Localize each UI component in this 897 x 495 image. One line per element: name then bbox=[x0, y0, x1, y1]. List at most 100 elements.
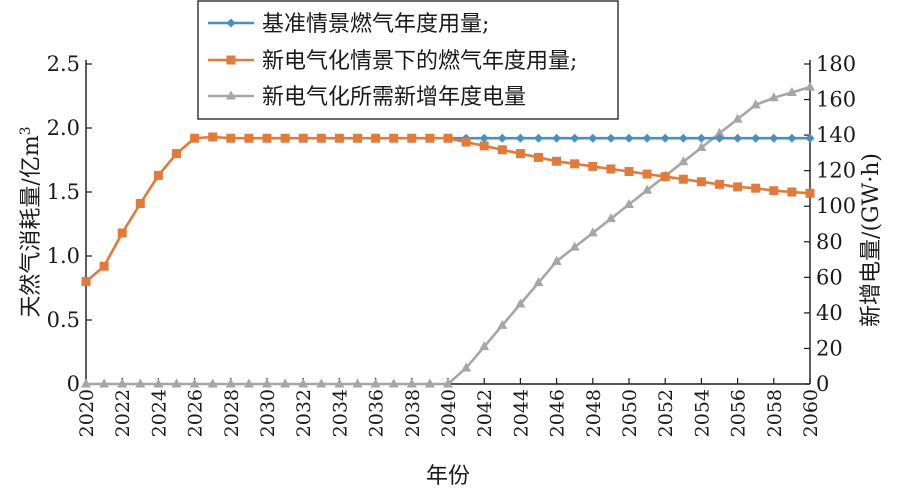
triangle-marker bbox=[714, 127, 725, 137]
triangle-marker bbox=[443, 378, 453, 388]
triangle-marker bbox=[171, 378, 182, 388]
triangle-marker bbox=[768, 92, 779, 102]
square-marker bbox=[334, 133, 344, 143]
square-marker bbox=[696, 177, 706, 187]
square-marker bbox=[606, 164, 616, 174]
x-tick-label: 2058 bbox=[764, 389, 786, 437]
x-tick-label: 2032 bbox=[293, 389, 315, 437]
square-marker bbox=[443, 133, 453, 143]
y-right-tick-label: 160 bbox=[816, 88, 856, 112]
diamond-marker bbox=[696, 133, 706, 143]
square-marker bbox=[81, 277, 91, 287]
diamond-marker bbox=[715, 133, 724, 143]
x-tick-label: 2036 bbox=[366, 389, 388, 437]
x-tick-label: 2056 bbox=[728, 389, 750, 437]
triangle-marker bbox=[189, 378, 200, 388]
triangle-marker bbox=[605, 213, 616, 223]
y-left-tick-label: 1.0 bbox=[47, 244, 80, 268]
square-marker bbox=[371, 133, 381, 143]
square-marker bbox=[316, 133, 326, 143]
square-marker bbox=[642, 169, 652, 179]
triangle-marker bbox=[461, 362, 472, 372]
x-tick-label: 2040 bbox=[438, 389, 460, 437]
diamond-marker bbox=[588, 133, 598, 143]
triangle-marker bbox=[117, 378, 128, 388]
x-tick-label: 2022 bbox=[112, 389, 134, 437]
triangle-marker bbox=[370, 378, 381, 388]
y-left-tick-label: 2.0 bbox=[47, 116, 80, 140]
triangle-marker bbox=[153, 378, 164, 388]
square-marker bbox=[769, 186, 779, 196]
square-marker bbox=[787, 187, 797, 197]
y-right-tick-label: 120 bbox=[816, 159, 856, 183]
x-tick-label: 2048 bbox=[583, 389, 605, 437]
x-tick-label: 2046 bbox=[547, 389, 569, 437]
diamond-marker bbox=[642, 133, 652, 143]
square-marker bbox=[751, 183, 761, 193]
x-tick-label: 2060 bbox=[800, 389, 822, 437]
square-marker bbox=[208, 132, 218, 142]
square-marker bbox=[534, 152, 543, 162]
y-right-tick-label: 140 bbox=[816, 123, 856, 147]
triangle-marker bbox=[678, 156, 689, 166]
y-left-tick-label: 1.5 bbox=[47, 180, 80, 204]
square-marker bbox=[515, 149, 525, 159]
y-axis-right-title: 新增电量/(GW·h) bbox=[859, 153, 884, 327]
triangle-marker bbox=[533, 277, 544, 287]
x-axis-title: 年份 bbox=[426, 464, 470, 489]
triangle-marker bbox=[280, 378, 291, 388]
x-tick-label: 2020 bbox=[76, 389, 98, 437]
square-marker bbox=[226, 55, 236, 65]
square-marker bbox=[425, 133, 435, 143]
square-marker bbox=[479, 141, 489, 151]
y-left-tick-label: 0.5 bbox=[47, 308, 80, 332]
square-marker bbox=[624, 167, 634, 177]
square-marker bbox=[715, 179, 724, 189]
y-right-tick-label: 100 bbox=[816, 194, 856, 218]
x-tick-label: 2042 bbox=[474, 389, 496, 437]
legend-label: 基准情景燃气年度用量; bbox=[262, 12, 489, 37]
y-axis-left-title: 天然气消耗量/亿m3 bbox=[18, 126, 44, 317]
diamond-marker bbox=[805, 133, 815, 143]
triangle-marker bbox=[135, 378, 146, 388]
square-marker bbox=[570, 159, 580, 169]
diamond-marker bbox=[787, 133, 797, 143]
x-tick-label: 2052 bbox=[655, 389, 677, 437]
triangle-marker bbox=[696, 142, 707, 152]
legend-box bbox=[197, 0, 619, 120]
y-right-tick-label: 60 bbox=[816, 265, 843, 289]
x-tick-label: 2026 bbox=[185, 389, 207, 437]
square-marker bbox=[190, 133, 200, 143]
square-marker bbox=[733, 182, 743, 192]
triangle-marker bbox=[243, 378, 254, 388]
y-right-tick-label: 80 bbox=[816, 230, 843, 254]
triangle-marker bbox=[497, 319, 508, 329]
square-marker bbox=[678, 174, 688, 184]
series-triangle bbox=[81, 81, 815, 388]
square-marker bbox=[461, 137, 471, 147]
triangle-marker bbox=[479, 341, 490, 351]
triangle-marker bbox=[805, 81, 815, 91]
diamond-marker bbox=[479, 133, 489, 143]
y-right-tick-label: 40 bbox=[816, 301, 843, 325]
triangle-marker bbox=[732, 113, 743, 123]
axes: 00.51.01.52.02.5020406080100120140160180… bbox=[47, 52, 857, 437]
y-axis-left-title-text: 天然气消耗量/亿m bbox=[19, 135, 44, 317]
square-marker bbox=[153, 170, 163, 180]
triangle-marker bbox=[424, 378, 435, 388]
triangle-marker bbox=[316, 378, 327, 388]
square-marker bbox=[99, 261, 109, 271]
triangle-marker bbox=[388, 378, 399, 388]
y-right-tick-label: 180 bbox=[816, 52, 856, 76]
x-tick-label: 2028 bbox=[221, 389, 243, 437]
square-marker bbox=[407, 133, 417, 143]
diamond-marker bbox=[534, 133, 543, 143]
triangle-marker bbox=[624, 198, 634, 208]
square-marker bbox=[805, 188, 815, 198]
triangle-marker bbox=[262, 378, 272, 388]
legend-label: 新电气化所需新增年度电量 bbox=[262, 85, 526, 110]
diamond-marker bbox=[226, 18, 236, 28]
square-marker bbox=[353, 133, 362, 143]
